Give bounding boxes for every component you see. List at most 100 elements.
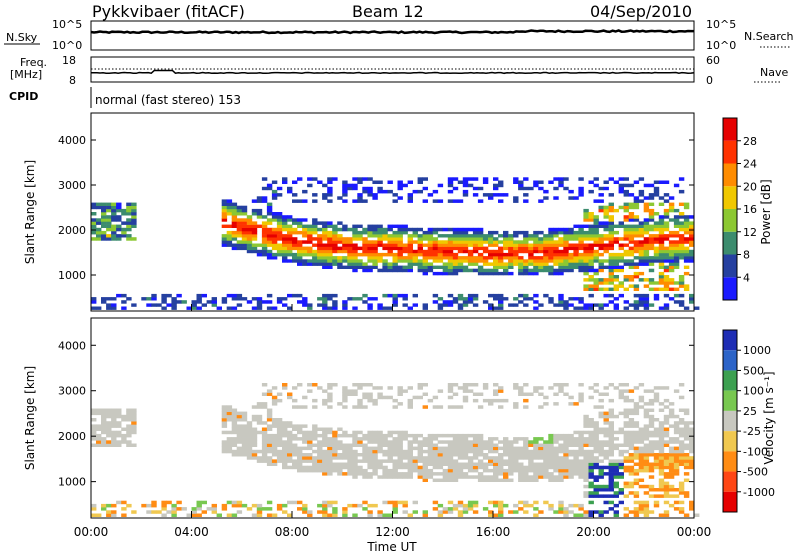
velocity-cell: [457, 468, 464, 473]
power-cell: [467, 262, 474, 266]
power-cell: [367, 306, 373, 310]
power-cell: [302, 189, 308, 194]
velocity-cell: [261, 405, 268, 409]
velocity-cell: [317, 427, 323, 431]
velocity-cell: [538, 475, 544, 479]
power-cell: [292, 246, 298, 251]
power-cell: [618, 293, 624, 298]
power-cell: [477, 271, 484, 276]
velocity-cell: [307, 437, 313, 441]
velocity-cell: [477, 478, 484, 482]
velocity-cell: [578, 459, 584, 463]
power-cell: [513, 303, 519, 307]
velocity-cell: [673, 488, 680, 492]
velocity-cell: [563, 440, 569, 444]
velocity-cell: [578, 513, 584, 517]
velocity-cell: [332, 513, 338, 517]
velocity-cell: [518, 449, 524, 454]
velocity-cell: [538, 386, 544, 390]
velocity-cell: [648, 433, 655, 438]
power-cell: [663, 212, 670, 216]
power-cell: [658, 306, 665, 310]
power-cell: [266, 300, 273, 304]
power-cell: [493, 256, 499, 260]
power-cell: [548, 265, 554, 269]
power-cell: [638, 303, 645, 307]
velocity-cell: [442, 468, 449, 473]
vel-cbar-swatch-0: [723, 330, 737, 351]
power-cell: [332, 259, 338, 263]
velocity-cell: [668, 437, 675, 441]
power-cell: [447, 237, 454, 241]
power-cell: [327, 262, 333, 266]
velocity-cell: [643, 389, 650, 393]
power-cell: [362, 300, 368, 304]
power-cell: [643, 252, 650, 257]
velocity-cell: [241, 437, 248, 441]
power-cell: [307, 262, 313, 266]
velocity-cell: [287, 500, 293, 505]
power-cell: [518, 293, 524, 298]
velocity-cell: [382, 449, 388, 454]
velocity-cell: [643, 433, 650, 438]
velocity-cell: [106, 430, 112, 435]
power-cell: [126, 224, 132, 228]
velocity-cell: [292, 386, 298, 390]
power-cell: [518, 259, 524, 263]
velocity-cell: [427, 453, 434, 457]
power-cell: [588, 212, 594, 216]
velocity-cell: [533, 386, 539, 390]
power-cell: [568, 227, 574, 232]
velocity-cell: [663, 481, 670, 486]
power-cell: [558, 237, 564, 241]
velocity-cell: [287, 433, 293, 438]
power-cell: [493, 186, 499, 191]
velocity-cell: [121, 500, 127, 505]
power-cell: [638, 256, 645, 260]
power-cell: [282, 237, 288, 241]
date-label: 04/Sep/2010: [590, 2, 693, 21]
power-cell: [543, 237, 549, 241]
velocity-cell: [452, 465, 459, 470]
velocity-cell: [658, 453, 665, 457]
power-cell: [447, 246, 454, 251]
power-cell: [101, 218, 107, 222]
velocity-cell: [608, 430, 614, 435]
power-cbar-swatch-0: [723, 277, 737, 300]
velocity-cell: [498, 446, 504, 451]
velocity-cell: [538, 465, 544, 470]
power-cell: [126, 237, 132, 241]
power-cell: [683, 240, 690, 244]
power-cell: [533, 268, 539, 273]
velocity-cell: [538, 446, 544, 451]
power-cell: [347, 249, 353, 254]
power-cell: [246, 300, 253, 304]
power-cell: [367, 265, 373, 269]
power-cell: [332, 306, 338, 310]
velocity-cell: [407, 462, 413, 466]
power-cell: [292, 252, 298, 257]
power-cell: [608, 227, 614, 232]
velocity-cell: [467, 433, 474, 438]
velocity-cell: [503, 446, 509, 451]
power-cell: [231, 297, 238, 301]
velocity-cell: [161, 507, 167, 511]
velocity-cell: [593, 421, 599, 425]
power-cell: [673, 287, 680, 291]
velocity-cell: [392, 440, 398, 444]
power-cell: [452, 246, 459, 251]
velocity-cell: [327, 500, 333, 505]
velocity-cell: [663, 433, 670, 438]
velocity-cell: [563, 513, 569, 517]
power-cell: [91, 212, 97, 216]
velocity-cell: [397, 402, 403, 406]
velocity-cell: [457, 446, 464, 451]
velocity-cell: [689, 449, 695, 454]
velocity-cell: [598, 510, 604, 514]
power-cbar-swatch-2: [723, 231, 737, 255]
power-cell: [638, 262, 645, 266]
power-cell: [261, 252, 268, 257]
power-cell: [518, 240, 524, 244]
power-cell: [613, 259, 619, 263]
velocity-cell: [337, 402, 343, 406]
